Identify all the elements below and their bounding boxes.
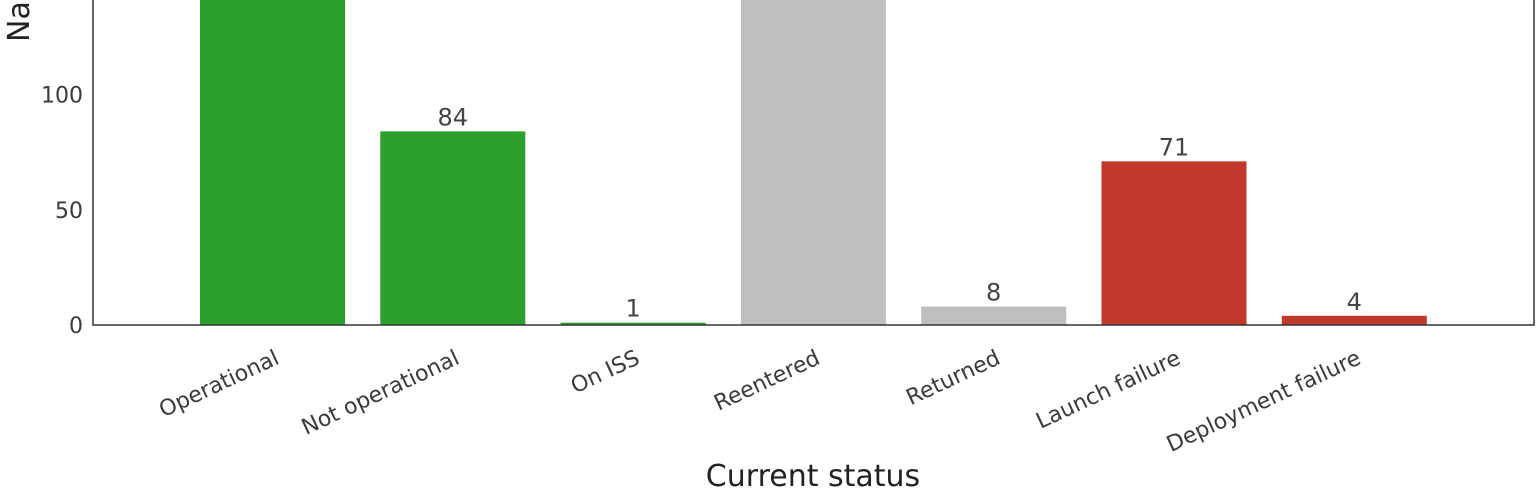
plot-frame <box>92 0 1535 326</box>
x-tick-label: Not operational <box>298 346 463 441</box>
y-ticks-layer: 0 50 100 <box>41 84 83 340</box>
y-axis-title: Na <box>2 1 37 42</box>
x-tick-label: Reentered <box>710 346 823 417</box>
bars-layer <box>200 0 1427 325</box>
bar-deployment-failure <box>1281 315 1427 325</box>
bar-value-label: 71 <box>1159 133 1190 161</box>
bar-not-operational <box>380 131 526 325</box>
bar-value-label: 1 <box>625 295 640 323</box>
x-tick-label: Deployment failure <box>1163 346 1365 458</box>
y-tick-label: 100 <box>41 84 83 109</box>
y-tick-label: 0 <box>69 314 83 339</box>
bar-value-label: 84 <box>438 103 469 131</box>
x-tick-label: Operational <box>155 346 283 423</box>
bar-on-iss <box>560 322 706 325</box>
bar-returned <box>921 306 1067 325</box>
x-tick-label: Returned <box>903 346 1005 411</box>
bar-reentered <box>740 0 886 325</box>
bar-operational <box>200 0 345 325</box>
y-tick-label: 50 <box>55 199 83 224</box>
bar-value-label: 8 <box>986 279 1001 307</box>
bar-value-label: 4 <box>1347 288 1362 316</box>
bar-launch-failure <box>1101 161 1247 325</box>
x-axis-title: Current status <box>706 459 920 494</box>
x-tick-label: Launch failure <box>1032 346 1184 435</box>
x-tick-label: On ISS <box>567 346 643 399</box>
bar-labels-layer: 84 1 8 71 4 <box>438 103 1362 322</box>
x-ticks-layer: Operational Not operational On ISS Reentere… <box>155 346 1364 458</box>
